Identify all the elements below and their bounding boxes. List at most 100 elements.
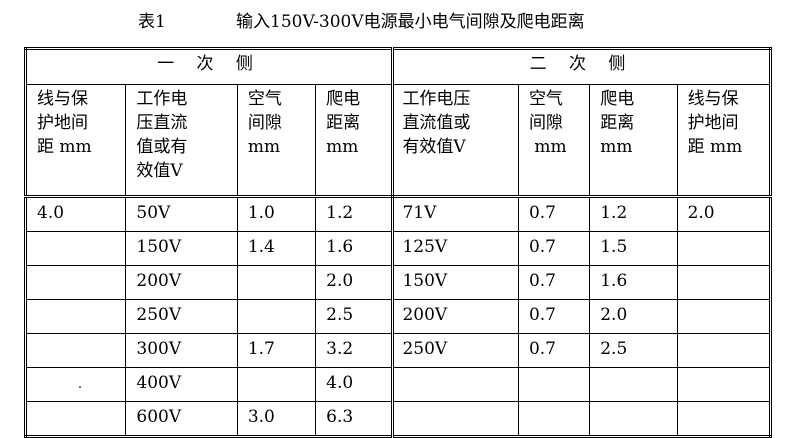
table-cell: 600V [125,401,238,437]
table-cell: 2.0 [676,196,772,232]
table-caption: 表1 输入150V-300V电源最小电气间隙及爬电距离 [0,10,801,34]
table-cell: 250V [392,333,519,368]
header-line: 距离 [600,113,635,133]
table-cell: 1.7 [236,333,317,368]
header-line: 距离 [326,113,361,133]
table-cell [676,401,772,437]
table-cell: 1.0 [236,196,317,232]
table-cell [24,333,127,368]
table-cell [236,299,317,334]
header-secondary-line-to-pe: 线与保 护地间 距 mm [676,84,772,198]
table-cell [236,367,317,402]
table-row: 300V 1.7 3.2 250V 0.7 2.5 [24,333,772,368]
table-cell: 2.5 [589,333,678,368]
header-primary-line-to-pe: 线与保 护地间 距 mm [24,84,127,198]
primary-side-header: 一 次 侧 [24,48,395,85]
header-line: 空气 [247,89,282,109]
table-cell: 1.2 [589,196,678,232]
table-cell: 400V [125,367,238,402]
header-line: 距 mm [37,137,92,157]
secondary-side-header: 二 次 侧 [392,48,771,85]
table-cell [236,265,317,300]
table-cell [676,265,772,300]
table-cell: 0.7 [517,333,591,368]
table-row: 150V 1.4 1.6 125V 0.7 1.5 [24,231,772,266]
table-cell [676,299,772,334]
header-line: mm [247,137,281,157]
header-secondary-creepage: 爬电 距离 mm [589,84,678,198]
table-cell: 1.2 [315,196,395,232]
header-line: mm [600,137,633,157]
header-secondary-working-voltage: 工作电压 直流值或 有效值V [392,84,519,198]
table-cell: 150V [392,265,519,300]
header-line: 压直流 [136,113,188,133]
header-line: 间隙 [247,113,282,133]
table-row: 4.0 50V 1.0 1.2 71V 0.7 1.2 2.0 [24,196,772,232]
table-cell: 200V [392,299,519,334]
table-cell: 71V [392,196,519,232]
table-cell [589,401,678,437]
group-header-row: 一 次 侧 二 次 侧 [24,48,771,85]
table-cell: 1.6 [315,231,395,266]
header-line: 线与保 [687,89,739,109]
table-cell: 250V [125,299,238,334]
table-cell [676,231,772,266]
table-row: 400V 4.0 [24,367,772,402]
table-cell: 4.0 [24,196,127,232]
header-line: 护地间 [37,113,88,133]
table-cell: 0.7 [517,196,591,232]
header-line: 护地间 [687,113,739,133]
header-secondary-clearance: 空气 间隙 mm [517,84,591,198]
table-cell: 200V [125,265,238,300]
header-line: 工作电压 [402,89,471,109]
table-number: 表1 [138,12,166,32]
header-line: 爬电 [326,89,361,109]
header-line: 值或有 [136,137,188,157]
table-cell [24,265,127,300]
table-row: 200V 2.0 150V 0.7 1.6 [24,265,772,300]
table-cell [24,299,127,334]
header-line: 效值V [136,161,183,181]
table-cell [517,401,591,437]
header-primary-working-voltage: 工作电 压直流 值或有 效值V [125,84,238,198]
table-cell: 2.5 [315,299,395,334]
table-row: 600V 3.0 6.3 [24,401,772,437]
table-cell: 3.0 [236,401,317,437]
header-line: 线与保 [37,89,88,109]
table-cell: 0.7 [517,299,591,334]
header-line: 有效值V [402,137,466,157]
table-title: 输入150V-300V电源最小电气间隙及爬电距离 [236,12,585,32]
stray-dot-mark [79,386,81,388]
table-cell: 1.4 [236,231,317,266]
table-cell: 300V [125,333,238,368]
header-line: 间隙 [528,113,563,133]
table-cell: 0.7 [517,265,591,300]
header-line: mm [528,137,567,157]
table-cell [24,401,127,437]
table-cell [517,367,591,402]
header-primary-creepage: 爬电 距离 mm [315,84,395,198]
table-cell [24,367,127,402]
table-cell: 3.2 [315,333,395,368]
header-primary-clearance: 空气 间隙 mm [236,84,317,198]
header-line: 空气 [528,89,563,109]
table-cell [589,367,678,402]
header-line: 距 mm [687,137,743,157]
table-cell: 125V [392,231,519,266]
table-cell: 2.0 [315,265,395,300]
table-cell: 150V [125,231,238,266]
table-cell: 0.7 [517,231,591,266]
table-cell [392,401,519,437]
table-cell [676,333,772,368]
header-line: mm [326,137,359,157]
table-cell: 2.0 [589,299,678,334]
header-line: 直流值或 [402,113,471,133]
clearance-creepage-table: 一 次 侧 二 次 侧 线与保 护地间 距 mm 工作电 压直流 值或有 效值V… [24,47,772,438]
table-cell [24,231,127,266]
table-cell: 1.6 [589,265,678,300]
table-cell: 50V [125,196,238,232]
header-line: 工作电 [136,89,188,109]
table-row: 250V 2.5 200V 0.7 2.0 [24,299,772,334]
table-cell [392,367,519,402]
header-line: 爬电 [600,89,635,109]
